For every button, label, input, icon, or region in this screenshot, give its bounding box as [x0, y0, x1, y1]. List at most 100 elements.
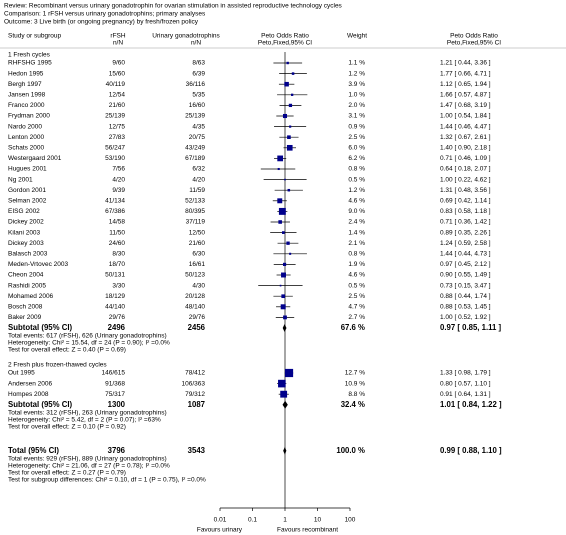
- column-header: rFSH: [110, 33, 125, 40]
- exp-count: 44/140: [105, 304, 125, 311]
- outcome: Outcome: 3 Live birth (or ongoing pregna…: [4, 19, 199, 26]
- weight: 4.6 %: [348, 272, 365, 279]
- ctrl-count: 12/50: [189, 229, 206, 236]
- ctrl-count: 16/60: [189, 102, 206, 109]
- exp-count: 27/83: [109, 134, 126, 141]
- study-name: Meden-Vrtovec 2003: [8, 261, 68, 268]
- review: Review: Recombinant versus urinary gonad…: [4, 3, 343, 10]
- note: Heterogeneity: Chi² = 5.42, df = 2 (P = …: [8, 417, 161, 424]
- study-square: [289, 125, 292, 128]
- ctrl-count: 37/119: [186, 219, 206, 226]
- weight: 4.6 %: [348, 198, 365, 205]
- note: Test for overall effect: Z = 0.10 (P = 0…: [8, 424, 126, 431]
- group-name: 1 Fresh cycles: [8, 52, 51, 59]
- weight: 67.6 %: [341, 323, 365, 332]
- effect: 1.31 [ 0.48, 3.56 ]: [440, 187, 491, 194]
- study-square: [283, 315, 287, 320]
- note: Heterogeneity: Chi² = 21.06, df = 27 (P …: [8, 463, 170, 470]
- study-square: [282, 262, 287, 266]
- x-tick-label: 0.01: [214, 517, 227, 524]
- column-header: Urinary gonadotrophins: [152, 33, 220, 40]
- ctrl-count: 4/30: [192, 282, 205, 289]
- effect: 1.77 [ 0.66, 4.71 ]: [440, 70, 491, 77]
- weight: 100.0 %: [336, 446, 365, 455]
- study-name: Cheon 2004: [8, 272, 44, 279]
- study-name: Nardo 2000: [8, 123, 42, 130]
- study-square: [277, 167, 280, 171]
- ctrl-count: 4/20: [192, 176, 205, 183]
- weight: 1.0 %: [348, 92, 365, 99]
- ctrl-count: 78/412: [185, 370, 205, 377]
- ctrl-count: 16/61: [189, 261, 206, 268]
- weight: 3.9 %: [348, 81, 365, 88]
- exp-count: 11/50: [109, 229, 125, 236]
- weight: 2.1 %: [348, 240, 365, 247]
- study-name: Hugues 2001: [8, 166, 47, 173]
- weight: 2.7 %: [348, 314, 365, 321]
- column-header: Study or subgroup: [8, 33, 62, 40]
- study-square: [289, 252, 292, 255]
- column-header: Peto Odds Ratio: [450, 33, 498, 40]
- effect: 0.99 [ 0.88, 1.10 ]: [440, 446, 502, 455]
- study-name: Jansen 1998: [8, 92, 46, 99]
- summary-diamond: [283, 446, 287, 455]
- ctrl-count: 21/60: [189, 240, 206, 247]
- weight: 8.8 %: [348, 391, 365, 398]
- effect: 0.89 [ 0.35, 2.26 ]: [440, 229, 491, 236]
- ctrl-count: 3543: [188, 446, 206, 455]
- study-name: Selman 2002: [8, 198, 47, 205]
- x-tick-label: 100: [345, 517, 356, 524]
- ctrl-count: 6/30: [192, 251, 205, 258]
- study-name: Franco 2000: [8, 102, 45, 109]
- effect: 0.97 [ 0.45, 2.12 ]: [440, 261, 491, 268]
- exp-count: 56/247: [105, 145, 125, 152]
- weight: 0.8 %: [348, 166, 365, 173]
- study-square: [284, 178, 286, 181]
- study-square: [282, 113, 288, 119]
- study-square: [284, 81, 289, 87]
- column-header: Peto,Fixed,95% CI: [258, 40, 312, 47]
- study-name: Ng 2001: [8, 176, 33, 183]
- study-name: Balasch 2003: [8, 251, 48, 258]
- weight: 1.2 %: [348, 187, 365, 194]
- effect: 0.71 [ 0.36, 1.42 ]: [440, 219, 491, 226]
- effect: 0.97 [ 0.85, 1.11 ]: [440, 323, 502, 332]
- favours-left: Favours urinary: [197, 527, 243, 534]
- study-name: Out 1995: [8, 370, 35, 377]
- column-header: Peto,Fixed,95% CI: [447, 40, 501, 47]
- effect: 1.40 [ 0.90, 2.18 ]: [440, 145, 491, 152]
- weight: 10.9 %: [345, 380, 365, 387]
- ctrl-count: 20/128: [185, 293, 205, 300]
- study-square: [284, 368, 294, 378]
- ctrl-count: 2456: [188, 323, 206, 332]
- summary-diamond: [282, 400, 288, 409]
- study-name: Dickey 2002: [8, 219, 44, 226]
- study-name: Westergaard 2001: [8, 155, 62, 162]
- effect: 1.66 [ 0.57, 4.87 ]: [440, 92, 491, 99]
- study-square: [288, 103, 293, 108]
- ctrl-count: 20/75: [189, 134, 206, 141]
- ctrl-count: 11/59: [189, 187, 205, 194]
- study-name: Bergh 1997: [8, 81, 42, 88]
- ctrl-count: 4/35: [192, 123, 205, 130]
- effect: 1.00 [ 0.54, 1.84 ]: [440, 113, 491, 120]
- study-name: Rashidi 2005: [8, 282, 46, 289]
- note: Total events: 312 (rFSH), 263 (Urinary g…: [8, 410, 167, 417]
- study-square: [277, 155, 284, 162]
- weight: 1.1 %: [348, 60, 365, 67]
- effect: 0.64 [ 0.18, 2.07 ]: [440, 166, 491, 173]
- study-square: [291, 93, 294, 96]
- note: Test for subgroup differences: Chi² = 0.…: [8, 477, 206, 484]
- weight: 0.9 %: [348, 123, 365, 130]
- study-name: Mohamed 2006: [8, 293, 54, 300]
- effect: 0.88 [ 0.44, 1.74 ]: [440, 293, 491, 300]
- weight: 2.4 %: [348, 219, 365, 226]
- ctrl-count: 67/189: [185, 155, 205, 162]
- ctrl-count: 5/35: [192, 92, 205, 99]
- effect: 0.83 [ 0.58, 1.18 ]: [440, 208, 491, 215]
- effect: 1.21 [ 0.44, 3.36 ]: [440, 60, 491, 67]
- exp-count: 1300: [108, 400, 126, 409]
- study-name: Lenton 2000: [8, 134, 45, 141]
- weight: 1.9 %: [348, 261, 365, 268]
- study-square: [291, 72, 295, 75]
